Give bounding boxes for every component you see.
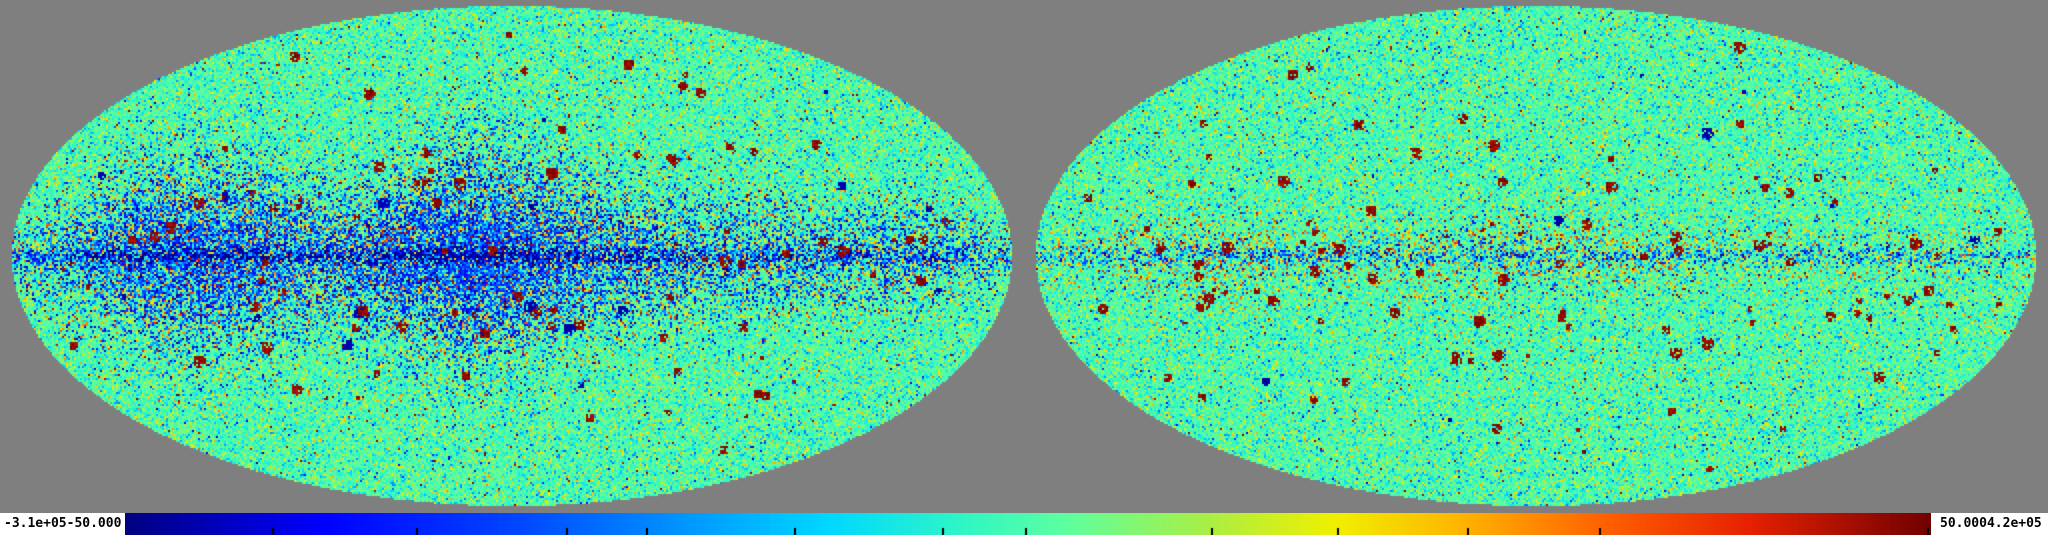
colorbar-clip-min-label: -50.000 bbox=[66, 516, 122, 531]
colorbar-strip: -3.1e+05 -50.000 50.000 4.2e+05 bbox=[0, 513, 2048, 535]
colorbar bbox=[125, 513, 1931, 535]
colorbar-clip-max-label: 50.000 bbox=[1940, 516, 1987, 531]
colorbar-data-min-label: -3.1e+05 bbox=[4, 516, 67, 531]
sky-map-left bbox=[0, 0, 1024, 512]
colorbar-right-labels: 50.000 4.2e+05 bbox=[1931, 513, 2048, 535]
sky-map-right bbox=[1024, 0, 2048, 512]
colorbar-left-labels: -3.1e+05 -50.000 bbox=[0, 513, 125, 535]
colorbar-data-max-label: 4.2e+05 bbox=[1986, 516, 2042, 531]
